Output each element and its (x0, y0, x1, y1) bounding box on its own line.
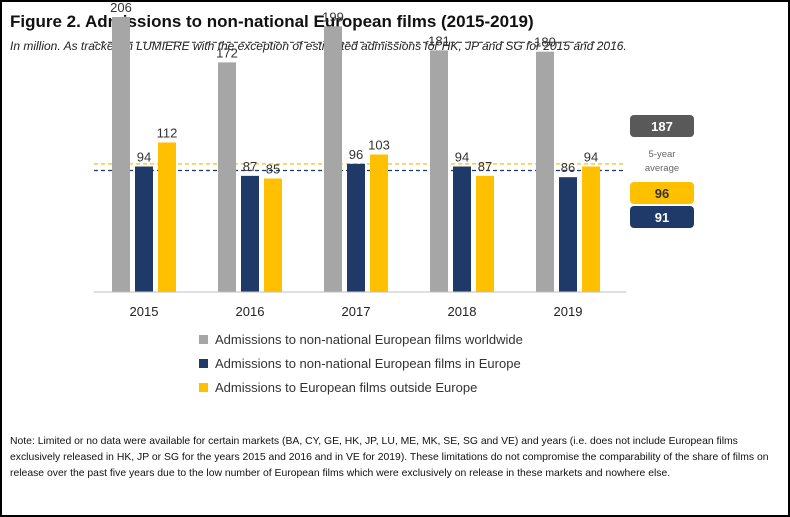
data-label-worldwide-2019: 180 (534, 35, 556, 50)
x-tick-label-2015: 2015 (130, 304, 159, 319)
bar-europe-2019 (559, 177, 577, 292)
data-label-europe-2015: 94 (137, 150, 151, 165)
x-tick-label-2019: 2019 (554, 304, 583, 319)
bar-europe-2016 (241, 175, 259, 292)
bar-europe-2018 (453, 166, 471, 292)
figure-title: Figure 2. Admissions to non-national Eur… (10, 12, 534, 31)
bar-worldwide-2016 (218, 62, 236, 292)
bar-worldwide-2019 (536, 51, 554, 293)
average-label-line2: average (645, 163, 679, 174)
data-label-europe-2019: 86 (561, 160, 575, 175)
data-label-outside-2016: 85 (266, 162, 280, 177)
bar-outside-2018 (476, 175, 494, 292)
data-label-worldwide-2015: 206 (110, 2, 132, 15)
data-label-outside-2017: 103 (368, 137, 390, 152)
legend-label-outside: Admissions to European films outside Eur… (215, 380, 477, 395)
bar-outside-2017 (370, 154, 388, 292)
data-label-worldwide-2016: 172 (216, 45, 238, 60)
x-tick-label-2018: 2018 (448, 304, 477, 319)
average-badge-worldwide (630, 115, 694, 137)
x-tick-label-2016: 2016 (236, 304, 265, 319)
data-label-outside-2018: 87 (478, 159, 492, 174)
data-label-europe-2018: 94 (455, 150, 469, 165)
bar-outside-2016 (264, 178, 282, 292)
bar-worldwide-2018 (430, 50, 448, 292)
bar-europe-2017 (347, 163, 365, 292)
average-value-europe: 91 (655, 210, 669, 225)
legend-swatch-worldwide (199, 335, 208, 344)
bar-europe-2015 (135, 166, 153, 292)
bar-outside-2019 (582, 166, 600, 292)
data-label-worldwide-2017: 199 (322, 9, 344, 24)
data-label-europe-2016: 87 (243, 159, 257, 174)
bar-chart: 206 94 112 2015 172 87 85 2016 199 96 103 2017 181 94… (94, 2, 694, 395)
bar-worldwide-2017 (324, 26, 342, 293)
bar-worldwide-2015 (112, 16, 130, 293)
bar-outside-2015 (158, 142, 176, 292)
average-badge-outside (630, 182, 694, 204)
footnote: Note: Limited or no data were available … (10, 436, 769, 479)
legend-label-europe: Admissions to non-national European film… (215, 356, 521, 371)
data-label-europe-2017: 96 (349, 147, 363, 162)
legend-swatch-outside (199, 383, 208, 392)
average-value-outside: 96 (655, 186, 669, 201)
average-value-worldwide: 187 (651, 119, 673, 134)
legend-label-worldwide: Admissions to non-national European film… (215, 332, 523, 347)
average-badge-europe (630, 206, 694, 228)
x-tick-label-2017: 2017 (342, 304, 371, 319)
data-label-outside-2019: 94 (584, 150, 598, 165)
average-label-line1: 5-year (649, 149, 676, 160)
data-label-outside-2015: 112 (157, 125, 178, 140)
data-label-worldwide-2018: 181 (428, 33, 450, 48)
legend-swatch-europe (199, 359, 208, 368)
